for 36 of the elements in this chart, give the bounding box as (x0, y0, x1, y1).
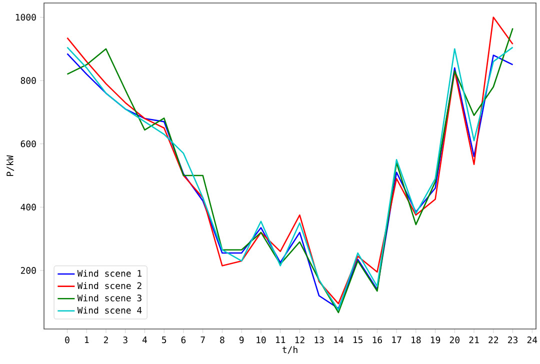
legend-label: Wind scene 4 (77, 306, 142, 314)
x-tick-label: 8 (220, 336, 224, 344)
y-tick-label: 400 (20, 204, 36, 211)
x-tick-label: 15 (353, 336, 362, 344)
x-tick-label: 23 (508, 336, 518, 344)
legend-label: Wind scene 2 (77, 282, 142, 290)
x-tick-label: 5 (162, 336, 166, 344)
x-tick-label: 17 (392, 336, 402, 344)
x-tick-label: 7 (200, 336, 205, 344)
y-tick-label: 600 (20, 140, 36, 148)
x-tick-label: 11 (276, 336, 286, 344)
x-tick-label: 20 (450, 336, 460, 344)
x-tick-label: 2 (104, 336, 108, 344)
x-tick-label: 24 (527, 336, 538, 344)
legend-label: Wind scene 1 (77, 270, 142, 277)
x-tick-label: 1 (84, 336, 89, 344)
x-tick-label: 13 (314, 336, 324, 344)
x-tick-label: 10 (256, 336, 266, 344)
x-axis-title: t/h (282, 346, 298, 354)
x-tick-label: 19 (430, 336, 440, 344)
y-axis-title: P/kW (6, 155, 14, 176)
x-tick-label: 12 (295, 336, 304, 344)
x-tick-label: 6 (181, 336, 186, 344)
x-tick-label: 4 (142, 336, 147, 344)
x-tick-label: 16 (372, 336, 382, 344)
x-tick-label: 3 (123, 336, 128, 344)
x-tick-label: 18 (412, 336, 421, 344)
x-tick-label: 14 (334, 336, 344, 344)
x-tick-label: 9 (239, 336, 244, 344)
x-tick-label: 22 (488, 336, 498, 344)
y-tick-label: 800 (20, 77, 36, 84)
y-tick-label: 1000 (16, 14, 36, 21)
y-tick-label: 200 (20, 267, 36, 274)
x-tick-label: 21 (469, 336, 479, 344)
x-tick-label: 0 (65, 336, 70, 344)
legend-label: Wind scene 3 (77, 294, 142, 302)
